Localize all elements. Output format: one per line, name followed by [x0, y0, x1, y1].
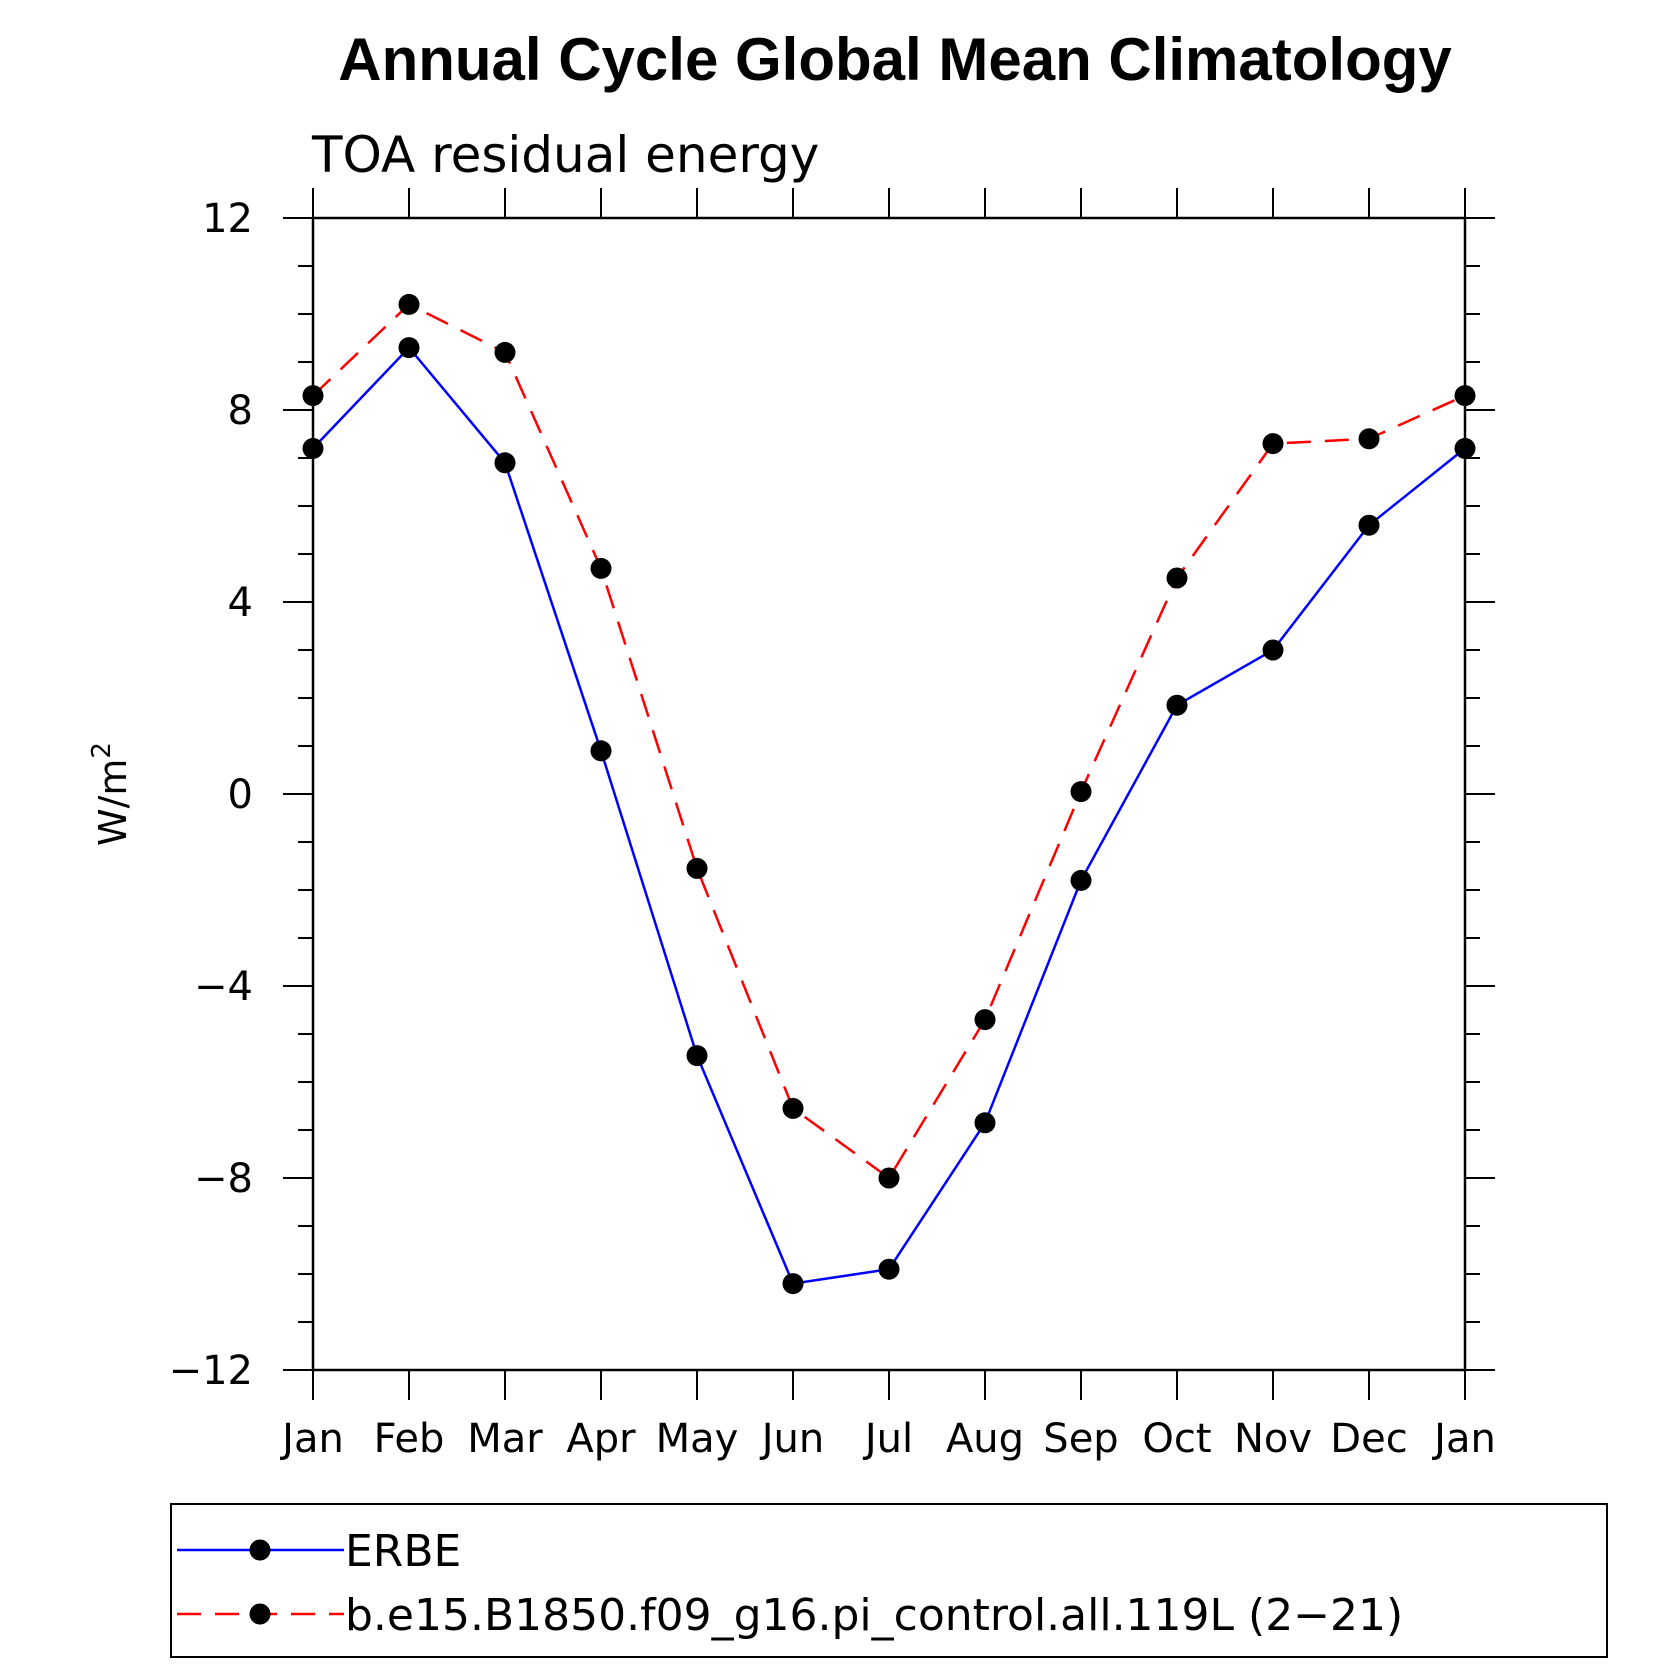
series-2-point [1358, 428, 1380, 450]
y-axis-label-unit: W/m [91, 759, 135, 846]
series-1-point [398, 337, 420, 359]
series-2-point [686, 857, 708, 879]
series-1-point [1358, 514, 1380, 536]
series-1-point [1454, 437, 1476, 459]
legend-label-1: ERBE [345, 1526, 461, 1577]
y-tick-label: 0 [228, 772, 253, 818]
x-tick-labels: Jan Feb Mar Apr May Jun Jul Aug Sep Oct Nov Dec Jan [279, 1416, 1496, 1462]
x-tick-label: May [656, 1416, 739, 1462]
legend-marker-2 [249, 1603, 271, 1625]
series-1-point [1262, 639, 1284, 661]
y-axis-label: W/m2 [87, 742, 135, 846]
legend-marker-1 [249, 1539, 271, 1561]
series-2-point [1166, 567, 1188, 589]
x-tick-label: Dec [1330, 1416, 1407, 1462]
x-tick-label: Jan [279, 1416, 344, 1462]
x-tick-label: Aug [946, 1416, 1024, 1462]
series-2-point [878, 1167, 900, 1189]
x-tick-label: Jan [1431, 1416, 1496, 1462]
x-tick-label: Jul [862, 1416, 913, 1462]
series-2-point [494, 341, 516, 363]
x-tick-label: Nov [1234, 1416, 1312, 1462]
legend-label-2: b.e15.B1850.f09_g16.pi_control.all.119L … [345, 1590, 1403, 1641]
series-2-point [1070, 781, 1092, 803]
series-2-point [398, 293, 420, 315]
series-layer [302, 293, 1476, 1295]
series-1-point [686, 1045, 708, 1067]
plot-frame [311, 216, 1467, 1372]
series-line-1 [312, 345, 1466, 1285]
series-2-point [590, 557, 612, 579]
series-2-point [782, 1097, 804, 1119]
series-1-point [1070, 869, 1092, 891]
series-1-point [1166, 694, 1188, 716]
series-2-point [974, 1009, 996, 1031]
series-1-point [878, 1258, 900, 1280]
legend-box [170, 1503, 1608, 1658]
axis-ticks [283, 188, 1495, 1400]
series-2-point [1262, 433, 1284, 455]
series-2-point [302, 385, 324, 407]
y-tick-label: −12 [169, 1348, 253, 1394]
x-tick-label: Jun [759, 1416, 825, 1462]
y-tick-label: 8 [228, 388, 253, 434]
series-2-point [1454, 385, 1476, 407]
x-tick-label: Feb [374, 1416, 445, 1462]
series-line-2 [312, 302, 1466, 1180]
y-tick-label: 4 [228, 580, 253, 626]
y-tick-label: 12 [202, 196, 253, 242]
chart-subtitle: TOA residual energy [311, 126, 819, 184]
y-tick-label: −4 [194, 964, 253, 1010]
chart-title: Annual Cycle Global Mean Climatology [338, 26, 1452, 93]
x-tick-label: Oct [1142, 1416, 1211, 1462]
series-1-point [590, 740, 612, 762]
y-tick-labels: −12 −8 −4 0 4 8 12 [169, 196, 253, 1394]
series-1-point [974, 1112, 996, 1134]
series-1-point [494, 452, 516, 474]
series-1-point [302, 437, 324, 459]
legend: ERBE b.e15.B1850.f09_g16.pi_control.all.1… [177, 1526, 1403, 1641]
x-tick-label: Apr [566, 1416, 636, 1462]
y-tick-label: −8 [194, 1156, 253, 1202]
y-axis-label-superscript: 2 [87, 742, 117, 759]
x-tick-label: Mar [467, 1416, 543, 1462]
series-1-point [782, 1273, 804, 1295]
x-tick-label: Sep [1043, 1416, 1118, 1462]
